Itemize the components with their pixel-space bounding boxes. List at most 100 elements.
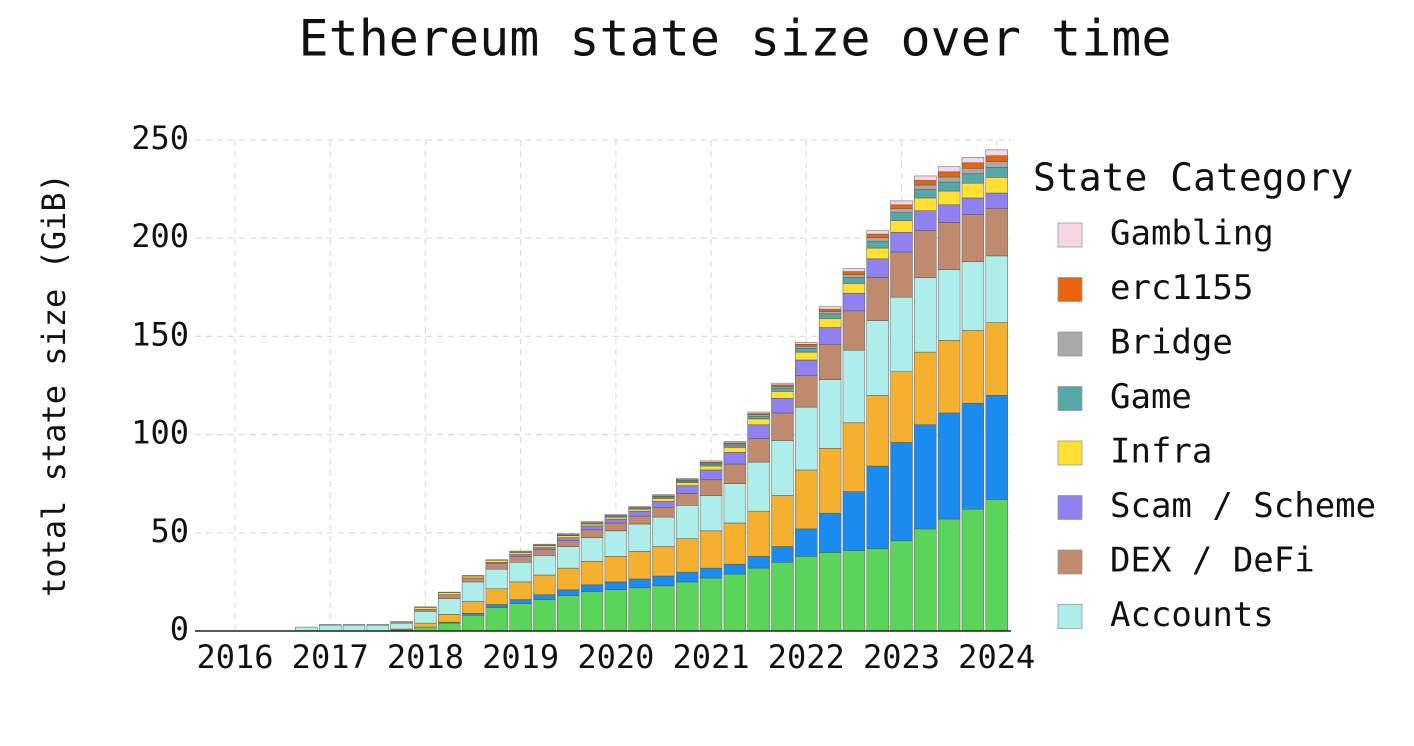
bar-segment	[866, 320, 889, 396]
bar-segment	[890, 296, 913, 373]
legend-title: State Category	[1033, 156, 1353, 200]
x-tick-label: 2016	[196, 638, 273, 676]
legend-label: Bridge	[1110, 323, 1233, 363]
x-tick-label: 2019	[482, 638, 559, 676]
bar-segment	[414, 622, 437, 628]
bar-segment	[723, 522, 747, 565]
bar-segment	[818, 306, 842, 310]
bar-segment	[985, 177, 1008, 194]
bar-segment	[557, 535, 580, 538]
legend-swatch	[1057, 331, 1083, 357]
y-tick-label: 200	[131, 217, 189, 255]
bar-segment	[747, 424, 770, 439]
bar-segment	[866, 395, 889, 467]
bar-segment	[747, 415, 770, 420]
bar-segment	[699, 465, 723, 471]
bar-segment	[628, 510, 651, 517]
bar-segment	[937, 190, 961, 206]
y-tick-label: 150	[131, 315, 189, 353]
bar-segment	[509, 550, 532, 553]
bar-segment	[580, 584, 604, 592]
bar-segment	[485, 568, 509, 590]
bar-segment	[580, 529, 604, 538]
bar-segment	[699, 469, 723, 481]
bar-segment	[842, 271, 866, 275]
bar-segment	[509, 556, 532, 563]
bar-segment	[438, 594, 461, 599]
bar-segment	[961, 182, 985, 199]
bar-segment	[533, 594, 556, 600]
bar-segment	[818, 311, 842, 315]
bar-segment	[747, 510, 770, 557]
bar-segment	[771, 440, 794, 496]
bar-segment	[604, 518, 628, 524]
bar-segment	[580, 561, 604, 586]
bar-segment	[652, 501, 675, 508]
bar-segment	[676, 493, 699, 506]
x-tick-label: 2021	[673, 638, 750, 676]
bar-segment	[866, 237, 889, 242]
bar-segment	[652, 575, 675, 587]
legend-swatch	[1057, 440, 1083, 466]
bar-segment	[390, 621, 413, 623]
bar-segment	[533, 574, 556, 595]
legend-label: Accounts	[1110, 595, 1274, 635]
bar-segment	[961, 214, 985, 263]
bar-segment	[961, 508, 985, 632]
bar-segment	[937, 204, 961, 223]
bar-segment	[723, 563, 747, 575]
bar-segment	[604, 516, 628, 520]
bar-segment	[485, 588, 509, 605]
bar-segment	[890, 200, 913, 206]
bar-segment	[723, 452, 747, 465]
bar-segment	[628, 578, 651, 589]
bar-segment	[937, 269, 961, 341]
bar-segment	[842, 283, 866, 294]
legend-swatch	[1057, 604, 1083, 629]
bar-segment	[414, 611, 437, 624]
bar-segment	[652, 546, 675, 577]
bar-segment	[818, 448, 842, 514]
bar-segment	[937, 412, 961, 520]
bar-segment	[628, 508, 651, 512]
legend-label: Game	[1110, 377, 1192, 417]
bar-segment	[771, 387, 794, 392]
bar-segment	[676, 505, 699, 539]
bar-segment	[485, 607, 509, 632]
bar-segment	[438, 614, 461, 623]
legend-swatch	[1057, 386, 1083, 411]
bar-segment	[795, 375, 818, 408]
bar-segment	[914, 197, 937, 211]
bar-segment	[985, 192, 1008, 209]
bar-segment	[461, 575, 485, 577]
bar-segment	[461, 581, 485, 602]
legend-label: erc1155	[1110, 268, 1253, 308]
bar-segment	[818, 313, 842, 319]
bar-segment	[580, 537, 604, 562]
bar-segment	[699, 479, 723, 496]
bar-segment	[818, 344, 842, 380]
bar-segment	[842, 491, 866, 551]
bar-segment	[818, 327, 842, 345]
bar-segment	[533, 547, 556, 550]
bar-segment	[533, 599, 556, 632]
bar-segment	[818, 552, 842, 632]
bar-segment	[937, 340, 961, 414]
bar-segment	[676, 538, 699, 573]
bar-segment	[699, 463, 723, 467]
bar-segment	[604, 581, 628, 591]
bar-segment	[866, 233, 889, 238]
bar-segment	[604, 522, 628, 532]
bar-segment	[557, 533, 580, 535]
x-tick-label: 2020	[577, 638, 654, 676]
bar-segment	[747, 461, 770, 512]
bar-segment	[914, 184, 937, 190]
bar-segment	[747, 567, 770, 632]
bar-segment	[604, 556, 628, 583]
bar-segment	[580, 591, 604, 632]
bar-segment	[961, 162, 985, 169]
bar-segment	[795, 359, 818, 376]
bar-segment	[461, 615, 485, 632]
bar-segment	[890, 212, 913, 221]
bar-segment	[795, 342, 818, 345]
